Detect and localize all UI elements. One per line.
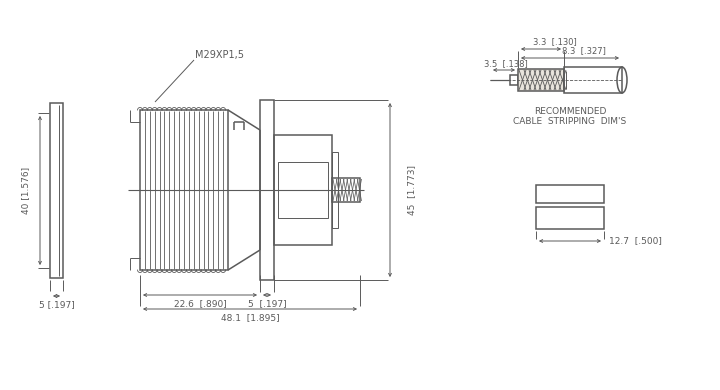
Bar (510, 75, 518, 85)
Text: 12.7  [.500]: 12.7 [.500] (609, 236, 662, 245)
Bar (536, 185, 604, 203)
Bar (50, 103, 63, 278)
Text: CABLE  STRIPPING  DIM'S: CABLE STRIPPING DIM'S (513, 117, 626, 126)
Text: 22.6  [.890]: 22.6 [.890] (174, 300, 226, 308)
Bar (260, 100, 274, 280)
Text: 45  [1.773]: 45 [1.773] (408, 165, 416, 215)
Text: 3.3  [.130]: 3.3 [.130] (533, 37, 577, 46)
Text: 5 [.197]: 5 [.197] (39, 301, 74, 310)
Text: 40 [1.576]: 40 [1.576] (22, 167, 30, 214)
Bar (140, 110, 228, 270)
Bar (332, 152, 338, 228)
Text: 48.1  [1.895]: 48.1 [1.895] (221, 314, 279, 323)
Text: 3.5  [.138]: 3.5 [.138] (484, 60, 528, 69)
Bar (518, 69, 564, 91)
Bar (536, 207, 604, 229)
Text: M29XP1,5: M29XP1,5 (195, 50, 244, 60)
Text: 5  [.197]: 5 [.197] (248, 300, 287, 308)
Bar (278, 162, 328, 218)
Text: 8.3  [.327]: 8.3 [.327] (562, 46, 606, 55)
Bar (274, 135, 332, 245)
Bar (332, 178, 360, 202)
Text: RECOMMENDED: RECOMMENDED (534, 106, 606, 115)
Bar (564, 67, 622, 93)
